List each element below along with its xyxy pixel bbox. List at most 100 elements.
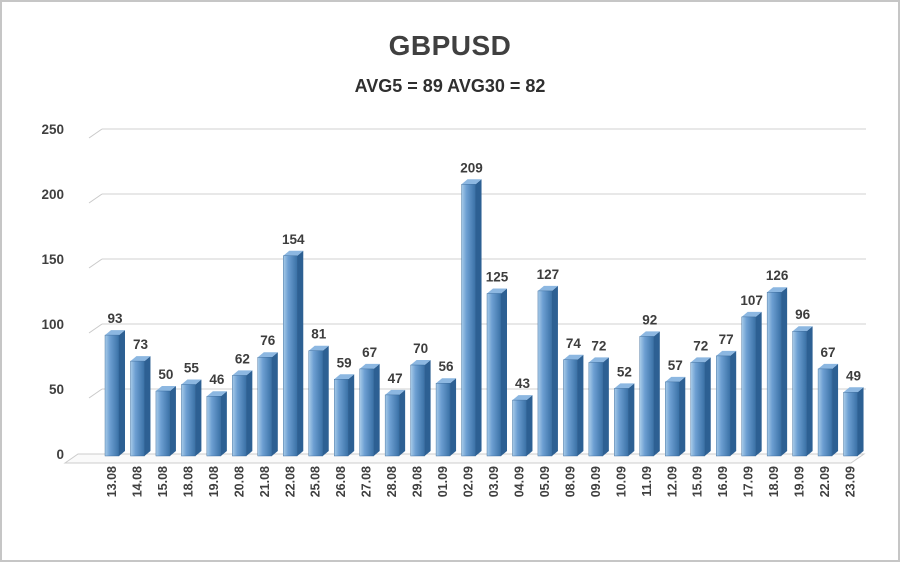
- bar: [181, 384, 196, 457]
- x-axis-label: 19.08: [207, 466, 221, 497]
- bar-side-face: [806, 326, 813, 456]
- bar-side-face: [832, 363, 839, 456]
- x-axis-label: 17.09: [742, 466, 756, 497]
- bar-top-face: [690, 357, 711, 363]
- bar-value-label: 96: [795, 307, 811, 322]
- bar-side-face: [322, 345, 329, 456]
- bar: [384, 394, 400, 457]
- bar-top-face: [792, 326, 813, 332]
- bar-side-face: [653, 331, 660, 456]
- bar: [461, 184, 476, 457]
- bar-value-label: 67: [821, 345, 836, 360]
- x-axis-label: 02.09: [462, 466, 476, 497]
- bar: [155, 390, 171, 457]
- y-axis-tick-label: 150: [41, 252, 64, 267]
- bar: [206, 396, 222, 457]
- bar-side-face: [169, 386, 176, 456]
- bar-top-face: [334, 374, 355, 380]
- x-axis-label: 12.09: [665, 466, 679, 497]
- x-axis-label: 27.08: [360, 466, 374, 497]
- bar-value-label: 59: [337, 355, 352, 370]
- bar-value-label: 209: [460, 160, 483, 175]
- x-axis-label: 19.09: [793, 466, 807, 497]
- bar-value-label: 56: [439, 359, 455, 374]
- bar-value-label: 73: [133, 337, 149, 352]
- x-axis-label: 21.08: [258, 466, 272, 497]
- bar-side-face: [373, 363, 380, 456]
- bar-value-label: 57: [668, 358, 683, 373]
- bar-value-label: 92: [642, 312, 657, 327]
- x-axis-label: 26.08: [334, 466, 348, 497]
- x-axis-label: 18.09: [767, 466, 781, 497]
- bar-top-face: [155, 386, 176, 391]
- x-axis-label: 15.09: [691, 466, 705, 497]
- x-axis-label: 22.08: [283, 466, 297, 497]
- bar: [486, 293, 502, 457]
- bar-top-face: [818, 363, 839, 369]
- bar-top-face: [257, 352, 278, 358]
- bar-top-face: [385, 389, 406, 395]
- x-axis-label: 15.08: [156, 466, 170, 497]
- bar-side-face: [730, 350, 737, 456]
- bar: [792, 331, 807, 457]
- bar-side-face: [781, 287, 788, 456]
- bar-top-face: [512, 395, 533, 401]
- x-axis-label: 03.09: [487, 466, 501, 497]
- gridline-depth-accent: [88, 388, 103, 399]
- y-axis-tick-label: 250: [41, 122, 64, 137]
- bar-side-face: [246, 370, 253, 456]
- bar: [766, 292, 782, 457]
- bar-top-face: [105, 330, 125, 336]
- bar-top-face: [232, 370, 253, 376]
- bar-top-face: [639, 331, 660, 337]
- gridline-depth-accent: [88, 193, 103, 204]
- bar: [130, 360, 145, 457]
- bar-value-label: 93: [107, 311, 123, 326]
- bar-side-face: [450, 378, 457, 456]
- bar-top-face: [436, 378, 457, 384]
- bar: [232, 375, 247, 457]
- gridline-depth-accent: [88, 258, 103, 269]
- bar-value-label: 49: [846, 368, 861, 383]
- bar-side-face: [577, 354, 584, 456]
- x-axis-label: 20.08: [232, 466, 246, 497]
- x-axis-label: 01.09: [436, 466, 450, 497]
- bar-top-face: [283, 250, 304, 256]
- y-axis-tick-label: 100: [41, 317, 64, 332]
- bar: [588, 362, 604, 457]
- bar-side-face: [628, 383, 635, 456]
- bar-value-label: 127: [537, 267, 560, 282]
- gridline-depth-accent: [88, 128, 103, 139]
- bar-value-label: 67: [362, 345, 377, 360]
- bar-side-face: [144, 356, 151, 456]
- bar-value-label: 72: [693, 338, 708, 353]
- bar-value-label: 107: [740, 293, 763, 308]
- bar: [283, 255, 298, 457]
- x-axis-label: 04.09: [512, 466, 526, 497]
- bar-side-face: [348, 374, 355, 456]
- bar: [690, 362, 705, 457]
- x-axis-label: 28.08: [385, 466, 399, 497]
- bar-side-face: [119, 330, 125, 456]
- gridline-depth-accent: [88, 323, 103, 334]
- x-axis-label: 14.08: [130, 466, 144, 497]
- bar: [537, 290, 553, 457]
- bar-side-face: [501, 288, 507, 456]
- bar-value-label: 81: [311, 327, 327, 342]
- bar-side-face: [857, 387, 864, 456]
- x-axis-label: 08.09: [563, 466, 577, 497]
- bar-value-label: 154: [282, 232, 305, 247]
- bar-top-face: [767, 287, 788, 293]
- bar-top-face: [206, 391, 227, 397]
- bar-top-face: [614, 383, 635, 389]
- x-axis-label: 29.08: [411, 466, 425, 497]
- bar-value-label: 43: [515, 376, 531, 391]
- bar-side-face: [297, 250, 304, 456]
- y-axis-tick-label: 0: [56, 447, 64, 462]
- x-axis-label: 11.09: [640, 466, 654, 497]
- bar: [435, 383, 451, 457]
- bar-top-face: [588, 357, 609, 363]
- y-axis-tick-label: 200: [41, 187, 64, 202]
- chart-floor: [63, 453, 866, 464]
